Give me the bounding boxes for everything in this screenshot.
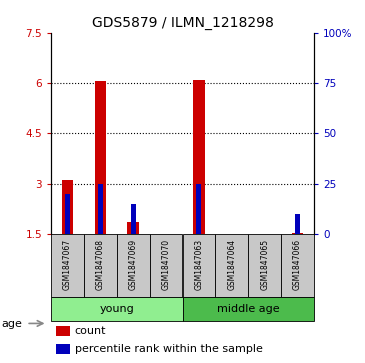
- Bar: [84, 234, 117, 297]
- Bar: [193, 80, 205, 234]
- Text: count: count: [75, 326, 106, 336]
- Bar: [248, 234, 281, 297]
- Text: age: age: [2, 319, 23, 329]
- Bar: [196, 184, 201, 234]
- Text: GSM1847065: GSM1847065: [260, 239, 269, 290]
- Text: middle age: middle age: [217, 304, 280, 314]
- Bar: [62, 180, 73, 234]
- Text: GSM1847067: GSM1847067: [63, 239, 72, 290]
- Bar: [51, 234, 84, 297]
- Bar: [51, 297, 182, 321]
- Text: young: young: [99, 304, 134, 314]
- Bar: [117, 234, 150, 297]
- Bar: [292, 233, 303, 234]
- Text: GSM1847068: GSM1847068: [96, 239, 105, 290]
- Bar: [295, 214, 300, 234]
- Bar: [56, 326, 70, 336]
- Text: GSM1847066: GSM1847066: [293, 239, 302, 290]
- Text: GSM1847069: GSM1847069: [129, 239, 138, 290]
- Bar: [98, 184, 103, 234]
- Text: percentile rank within the sample: percentile rank within the sample: [75, 344, 263, 354]
- Bar: [127, 223, 139, 234]
- Bar: [131, 204, 136, 234]
- Bar: [150, 234, 182, 297]
- Bar: [182, 297, 314, 321]
- Text: GSM1847064: GSM1847064: [227, 239, 236, 290]
- Text: GSM1847070: GSM1847070: [162, 239, 170, 290]
- Bar: [56, 344, 70, 354]
- Bar: [281, 234, 314, 297]
- Title: GDS5879 / ILMN_1218298: GDS5879 / ILMN_1218298: [92, 16, 273, 30]
- Bar: [95, 81, 106, 234]
- Text: GSM1847063: GSM1847063: [195, 239, 203, 290]
- Bar: [215, 234, 248, 297]
- Bar: [65, 194, 70, 234]
- Bar: [182, 234, 215, 297]
